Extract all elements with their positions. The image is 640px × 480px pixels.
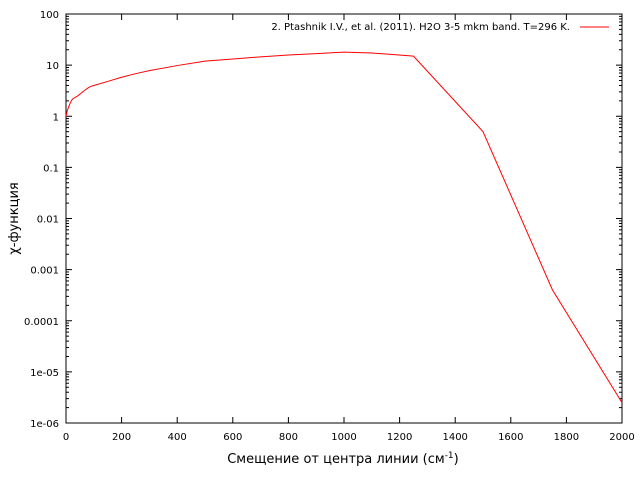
x-tick-label: 1200 (387, 432, 412, 443)
y-tick-label: 10 (46, 61, 59, 72)
y-tick-label: 0.1 (43, 163, 59, 174)
y-tick-label: 100 (40, 10, 59, 21)
y-axis-ticks: 1e-06 1e-05 0.0001 0.001 0.01 0.1 1 10 100 (24, 10, 622, 430)
x-axis-label: Смещение от центра линии (см-1) (227, 451, 459, 467)
y-tick-label: 1e-06 (30, 419, 59, 430)
y-tick-label: 1 (53, 112, 59, 123)
x-axis-label-superscript: -1 (445, 451, 454, 461)
x-tick-label: 1800 (554, 432, 579, 443)
y-axis-label: χ-функция (7, 182, 22, 254)
legend-label: 2. Ptashnik I.V., et al. (2011). H2O 3-5… (271, 22, 570, 33)
y-tick-label: 1e-05 (30, 368, 59, 379)
legend: 2. Ptashnik I.V., et al. (2011). H2O 3-5… (271, 22, 609, 33)
x-tick-label: 1600 (498, 432, 523, 443)
x-tick-label: 0 (63, 432, 69, 443)
x-tick-label: 600 (223, 432, 242, 443)
x-axis-label-tail: ) (454, 452, 459, 467)
series-line (65, 51, 623, 403)
y-tick-label: 0.01 (37, 215, 59, 226)
x-tick-label: 1400 (442, 432, 467, 443)
x-tick-label: 800 (279, 432, 298, 443)
x-tick-label: 200 (112, 432, 131, 443)
x-tick-label: 400 (168, 432, 187, 443)
x-tick-label: 1000 (331, 432, 356, 443)
y-tick-label: 0.001 (30, 266, 59, 277)
x-tick-label: 2000 (609, 432, 634, 443)
x-axis-ticks: 0 200 400 600 800 1000 1200 1400 1600 1800 2000 (63, 14, 635, 443)
plot-frame (65, 13, 623, 424)
y-tick-label: 0.0001 (24, 317, 59, 328)
